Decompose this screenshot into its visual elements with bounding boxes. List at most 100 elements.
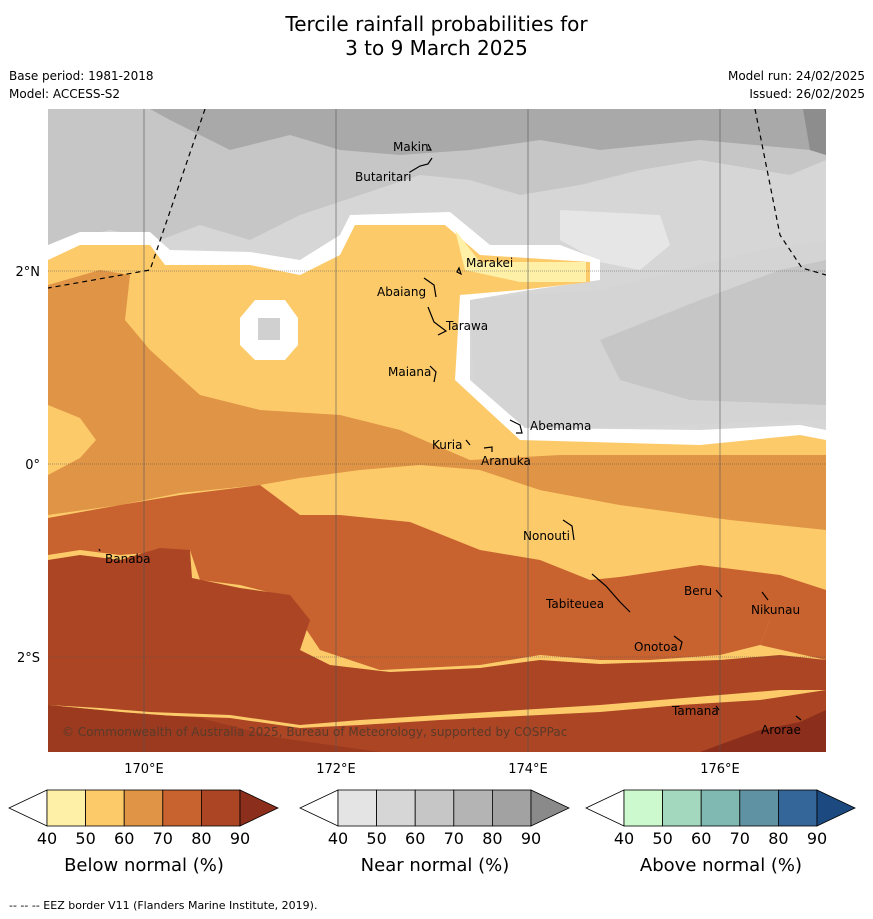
island-tamana-shape (715, 705, 720, 711)
below-normal-80-region-a (48, 485, 770, 670)
label-tamana: Tamana (671, 704, 719, 718)
map-panel: Makin Butaritari Marakei Abaiang Tarawa … (48, 109, 826, 752)
lon-label-174E: 174°E (508, 762, 548, 777)
near-colorbar-tick-label: 70 (444, 829, 464, 848)
above-colorbar-tick-label: 90 (807, 829, 827, 848)
lat-label-2S: 2°S (17, 651, 40, 666)
island-tarawa-shape (427, 306, 448, 336)
label-abemama: Abemama (530, 419, 591, 433)
below-normal-70-region-a (48, 270, 826, 530)
title-line-1: Tercile rainfall probabilities for (285, 12, 588, 36)
below-colorbar-segment (123, 789, 164, 827)
below-colorbar-segment (162, 789, 202, 827)
near-colorbar-segment (491, 789, 532, 827)
label-maiana: Maiana (388, 365, 431, 379)
place-labels: Makin Butaritari Marakei Abaiang Tarawa … (105, 140, 801, 737)
below-colorbar-segment (200, 789, 241, 827)
island-makin-shape (427, 143, 432, 151)
label-marakei: Marakei (466, 256, 513, 270)
colorbar-near-normal: 40 50 60 70 80 90 (299, 789, 570, 848)
model-name: Model: ACCESS-S2 (9, 87, 121, 101)
island-abaiang-shape (423, 277, 437, 298)
above-colorbar-under-triangle (585, 789, 625, 827)
label-nikunau: Nikunau (751, 603, 800, 617)
above-colorbar-segment (778, 789, 818, 827)
below-normal-50-region (455, 230, 586, 282)
below-normal-80-region-b (600, 565, 826, 660)
above-colorbar-tick-label: 70 (730, 829, 750, 848)
near-colorbar-tick-label: 90 (521, 829, 541, 848)
island-marakei-shape (456, 266, 463, 276)
chart-title: Tercile rainfall probabilities for 3 to … (0, 12, 873, 60)
below-normal-100-region-right (700, 710, 826, 752)
base-period: Base period: 1981-2018 (9, 69, 154, 83)
below-colorbar-over-triangle (239, 789, 279, 827)
island-arorae-shape (795, 715, 802, 721)
label-aranuka: Aranuka (481, 454, 531, 468)
label-banaba: Banaba (105, 552, 151, 566)
above-colorbar-tick-label: 80 (768, 829, 788, 848)
island-abemama-shape (509, 419, 523, 434)
label-makin: Makin (393, 140, 429, 154)
near-colorbar-segment (376, 789, 416, 827)
label-kuria: Kuria (432, 438, 463, 452)
eez-border (48, 109, 826, 289)
below-normal-70-region-b (48, 470, 826, 525)
colorbar-below-normal: 40 50 60 70 80 90 (8, 789, 279, 848)
meta-right: Model run: 24/02/2025 Issued: 26/02/2025 (728, 67, 865, 103)
below-colorbar-tick-label: 70 (153, 829, 173, 848)
label-tarawa: Tarawa (445, 319, 488, 333)
near-colorbar-segment (453, 789, 493, 827)
label-onotoa: Onotoa (634, 640, 678, 654)
below-colorbar-segment (85, 789, 125, 827)
lat-label-0: 0° (25, 458, 40, 473)
eez-border-east (754, 109, 826, 276)
island-maiana-shape (429, 365, 437, 383)
above-colorbar-tick-label: 40 (614, 829, 634, 848)
near-colorbar-segment (337, 789, 377, 827)
below-normal-100-region-left (48, 705, 380, 752)
lon-label-176E: 176°E (700, 762, 740, 777)
footer-note: -- -- -- EEZ border V11 (Flanders Marine… (9, 899, 318, 912)
colorbar-titles: Below normal (%) Near normal (%) Above n… (64, 855, 802, 876)
islands (98, 143, 802, 721)
below-colorbar-segment (46, 789, 86, 827)
label-tabiteuea: Tabiteuea (545, 597, 604, 611)
near-colorbar-tick-label: 50 (366, 829, 386, 848)
island-beru-shape (715, 589, 723, 598)
model-run: Model run: 24/02/2025 (727, 69, 865, 83)
near-colorbar-tick-label: 40 (328, 829, 348, 848)
near-normal-40-region (560, 210, 670, 270)
below-normal-60-pocket (48, 405, 96, 475)
island-tabiteuea-shape (591, 573, 631, 613)
near-colorbar-over-triangle (530, 789, 570, 827)
near-normal-70-region (150, 109, 826, 155)
issued-date: Issued: 26/02/2025 (749, 87, 865, 101)
gray-hole-region (258, 318, 280, 340)
island-aranuka-shape (483, 446, 493, 452)
meta-left: Base period: 1981-2018 Model: ACCESS-S2 (9, 67, 154, 103)
label-arorae: Arorae (761, 723, 801, 737)
island-kuria-shape (465, 439, 471, 446)
above-colorbar-segment (700, 789, 741, 827)
below-normal-title: Below normal (%) (64, 855, 224, 876)
island-nonouti-shape (562, 519, 575, 541)
below-colorbar-tick-label: 50 (75, 829, 95, 848)
below-colorbar-under-triangle (8, 789, 48, 827)
near-colorbar-tick-label: 80 (482, 829, 502, 848)
near-colorbar-segment (414, 789, 455, 827)
copyright-text: © Commonwealth of Australia 2025, Bureau… (62, 725, 567, 739)
above-colorbar-over-triangle (816, 789, 856, 827)
island-butaritari-shape (409, 157, 433, 173)
lon-label-170E: 170°E (124, 762, 164, 777)
near-normal-60-inner (600, 260, 826, 405)
lon-label-172E: 172°E (316, 762, 356, 777)
above-colorbar-segment (739, 789, 779, 827)
colorbar-above-normal: 40 50 60 70 80 90 (585, 789, 856, 848)
label-abaiang: Abaiang (377, 285, 426, 299)
island-nikunau-shape (761, 591, 769, 601)
near-normal-80-region (803, 109, 826, 155)
below-colorbar-tick-label: 80 (191, 829, 211, 848)
label-beru: Beru (684, 584, 712, 598)
